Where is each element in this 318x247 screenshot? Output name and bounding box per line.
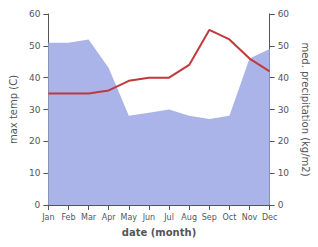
svg-text:Dec: Dec: [262, 213, 277, 222]
svg-text:40: 40: [29, 73, 41, 83]
svg-text:May: May: [121, 213, 138, 222]
svg-text:Feb: Feb: [61, 213, 75, 222]
svg-text:max temp (C): max temp (C): [8, 75, 19, 144]
svg-text:0: 0: [35, 200, 41, 210]
svg-text:20: 20: [278, 136, 290, 146]
svg-text:date (month): date (month): [122, 227, 196, 238]
svg-text:Jul: Jul: [163, 213, 174, 222]
svg-text:50: 50: [278, 41, 290, 51]
svg-text:60: 60: [278, 9, 290, 19]
svg-text:med. precipitation (kg/m2): med. precipitation (kg/m2): [300, 42, 311, 176]
svg-text:Jun: Jun: [142, 213, 156, 222]
svg-text:Apr: Apr: [102, 213, 117, 222]
svg-text:40: 40: [278, 73, 290, 83]
svg-text:Nov: Nov: [242, 213, 258, 222]
svg-text:Mar: Mar: [81, 213, 97, 222]
svg-text:Aug: Aug: [181, 213, 197, 222]
svg-text:20: 20: [29, 136, 41, 146]
svg-text:10: 10: [29, 168, 41, 178]
svg-text:Jan: Jan: [41, 213, 54, 222]
svg-text:10: 10: [278, 168, 290, 178]
svg-text:Oct: Oct: [222, 213, 236, 222]
svg-text:0: 0: [278, 200, 284, 210]
svg-text:50: 50: [29, 41, 41, 51]
svg-text:30: 30: [278, 105, 290, 115]
svg-text:Sep: Sep: [202, 213, 217, 222]
svg-text:30: 30: [29, 105, 41, 115]
svg-text:60: 60: [29, 9, 41, 19]
